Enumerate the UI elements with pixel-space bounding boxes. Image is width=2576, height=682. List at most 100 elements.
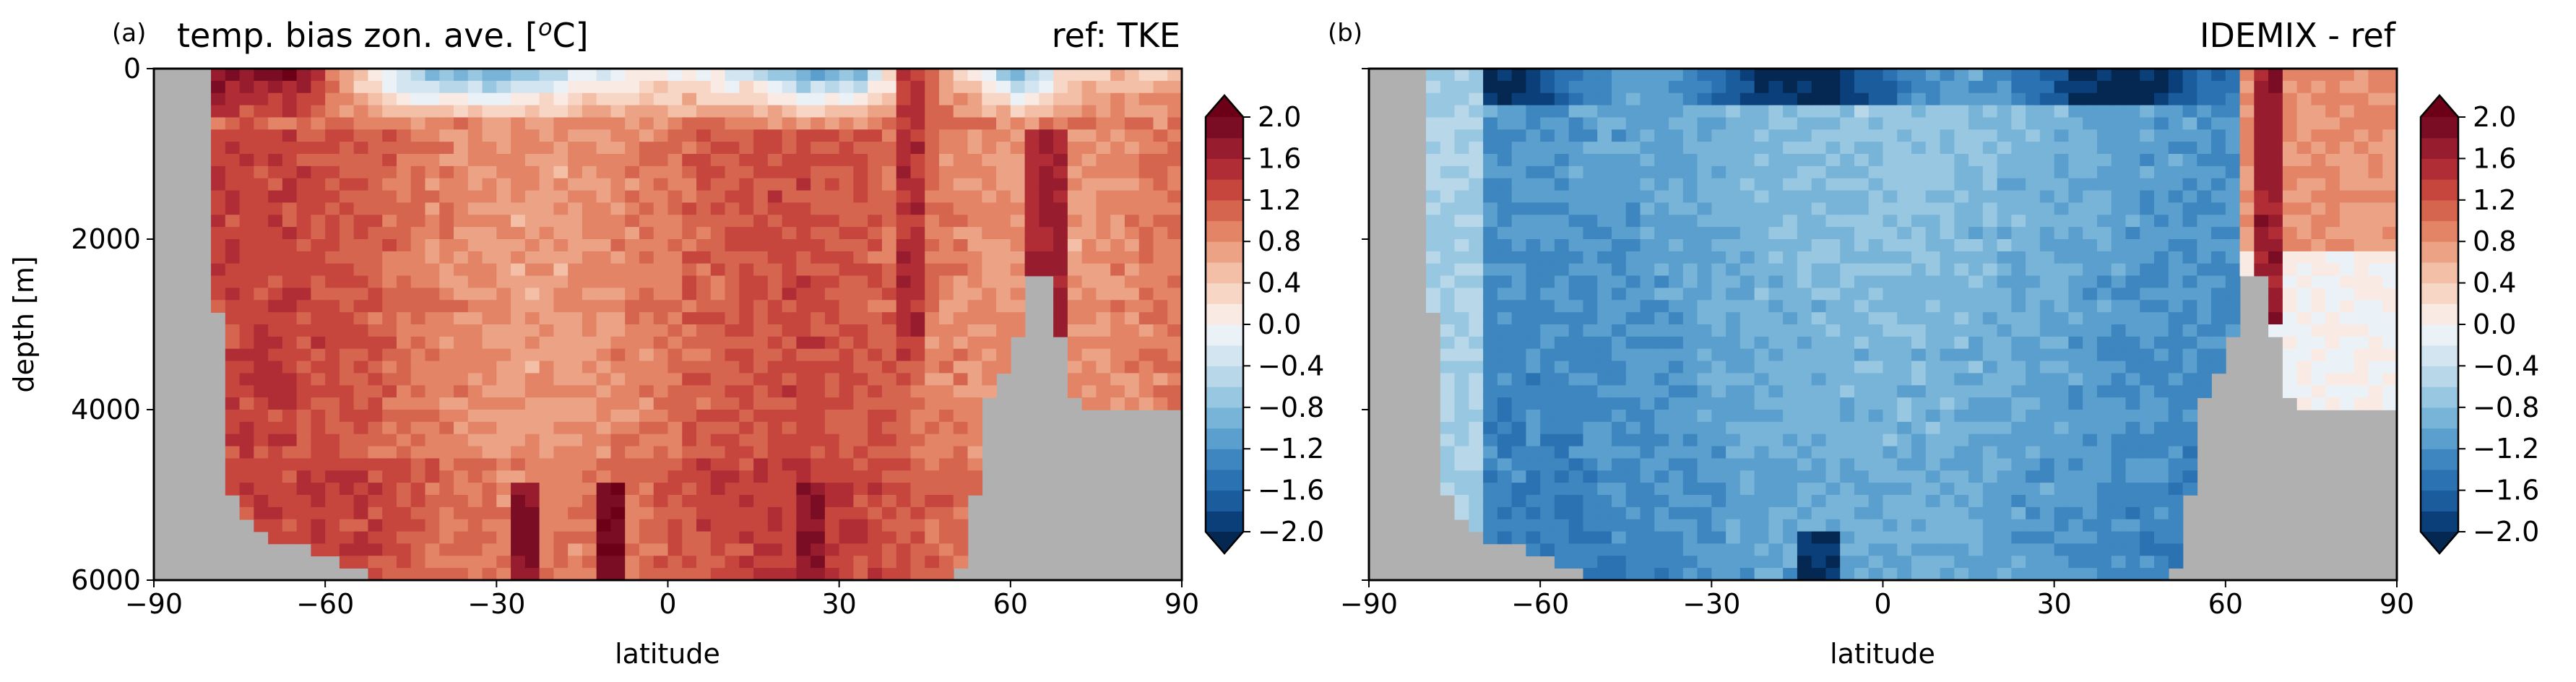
heatmap-cell: [1911, 458, 1927, 472]
heatmap-cell: [1024, 80, 1040, 94]
heatmap-cell: [1654, 324, 1669, 337]
heatmap-cell: [1511, 69, 1527, 82]
heatmap-cell: [1697, 556, 1713, 569]
heatmap-cell: [967, 385, 983, 398]
heatmap-cell: [511, 178, 526, 191]
heatmap-cell: [639, 251, 654, 264]
heatmap-cell: [982, 336, 997, 350]
heatmap-cell: [239, 215, 255, 228]
heatmap-cell: [1067, 336, 1083, 350]
heatmap-cell: [382, 421, 397, 435]
heatmap-cell: [782, 373, 798, 387]
heatmap-cell: [1138, 275, 1154, 289]
heatmap-cell: [425, 421, 441, 435]
heatmap-cell: [568, 92, 583, 106]
heatmap-cell: [1554, 165, 1570, 179]
heatmap-cell: [2168, 397, 2184, 410]
heatmap-cell: [782, 410, 798, 423]
heatmap-cell: [539, 568, 555, 580]
heatmap-cell: [1440, 105, 1456, 118]
heatmap-cell: [1583, 312, 1599, 325]
heatmap-cell: [1797, 263, 1812, 277]
heatmap-cell: [2168, 69, 2184, 82]
heatmap-cell: [311, 543, 326, 557]
heatmap-cell: [454, 117, 469, 131]
heatmap-cell: [1854, 543, 1870, 557]
heatmap-cell: [511, 154, 526, 167]
heatmap-cell: [782, 105, 798, 118]
heatmap-cell: [767, 568, 783, 580]
heatmap-cell: [796, 385, 811, 398]
heatmap-cell: [1954, 373, 1969, 387]
heatmap-cell: [339, 495, 355, 508]
heatmap-cell: [454, 239, 469, 252]
heatmap-cell: [2039, 568, 2055, 580]
heatmap-cell: [1540, 470, 1555, 483]
heatmap-cell: [1511, 506, 1527, 520]
heatmap-cell: [982, 385, 997, 398]
heatmap-cell: [1783, 397, 1798, 410]
heatmap-cell: [1024, 239, 1040, 252]
heatmap-cell: [2182, 165, 2198, 179]
heatmap-cell: [1982, 568, 1998, 580]
heatmap-cell: [2182, 190, 2198, 204]
heatmap-cell: [439, 531, 454, 545]
heatmap-cell: [368, 215, 384, 228]
heatmap-cell: [596, 568, 612, 580]
heatmap-cell: [1968, 215, 1984, 228]
heatmap-cell: [1840, 165, 1855, 179]
heatmap-cell: [511, 288, 526, 301]
heatmap-cell: [1711, 263, 1726, 277]
heatmap-cell: [610, 92, 626, 106]
heatmap-cell: [1997, 543, 2013, 557]
heatmap-cell: [2039, 154, 2055, 167]
heatmap-cell: [2140, 470, 2155, 483]
heatmap-cell: [653, 470, 669, 483]
heatmap-cell: [439, 324, 454, 337]
heatmap-cell: [796, 105, 811, 118]
heatmap-cell: [396, 215, 412, 228]
heatmap-cell: [2125, 215, 2141, 228]
heatmap-cell: [1811, 421, 1827, 435]
heatmap-cell: [211, 251, 226, 264]
heatmap-cell: [539, 373, 555, 387]
heatmap-cell: [953, 336, 969, 350]
heatmap-cell: [653, 312, 669, 325]
heatmap-cell: [1138, 215, 1154, 228]
heatmap-cell: [881, 506, 897, 520]
heatmap-cell: [2096, 410, 2112, 423]
heatmap-cell: [1669, 227, 1684, 240]
heatmap-cell: [568, 117, 583, 131]
heatmap-cell: [568, 531, 583, 545]
heatmap-cell: [925, 421, 940, 435]
heatmap-cell: [1067, 165, 1083, 179]
heatmap-cell: [1768, 142, 1784, 155]
heatmap-cell: [382, 433, 397, 447]
heatmap-cell: [682, 458, 697, 472]
heatmap-cell: [282, 483, 298, 496]
heatmap-cell: [268, 312, 283, 325]
heatmap-cell: [2254, 142, 2269, 155]
heatmap-cell: [1654, 385, 1669, 398]
heatmap-cell: [311, 288, 326, 301]
heatmap-cell: [1583, 92, 1599, 106]
heatmap-cell: [1883, 324, 1898, 337]
heatmap-cell: [1497, 263, 1513, 277]
heatmap-cell: [2039, 288, 2055, 301]
heatmap-cell: [1682, 446, 1698, 459]
heatmap-cell: [2140, 215, 2155, 228]
heatmap-cell: [1554, 433, 1570, 447]
heatmap-cell: [1568, 190, 1584, 204]
heatmap-cell: [824, 69, 840, 82]
heatmap-cell: [1840, 519, 1855, 532]
heatmap-cell: [667, 80, 683, 94]
heatmap-cell: [425, 178, 441, 191]
heatmap-cell: [1754, 129, 1770, 142]
heatmap-cell: [368, 154, 384, 167]
heatmap-cell: [1540, 385, 1555, 398]
heatmap-cell: [1138, 251, 1154, 264]
heatmap-cell: [1640, 69, 1656, 82]
heatmap-cell: [311, 336, 326, 350]
heatmap-cell: [325, 433, 340, 447]
heatmap-cell: [1883, 421, 1898, 435]
